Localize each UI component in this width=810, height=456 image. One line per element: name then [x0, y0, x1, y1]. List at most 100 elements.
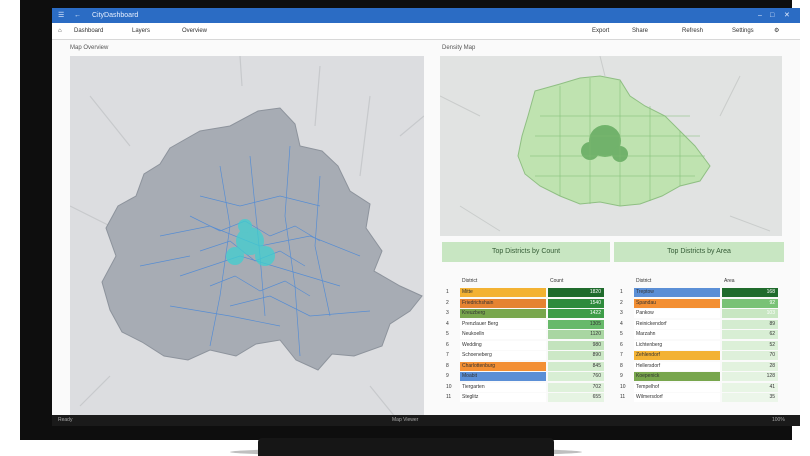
row-district-name: Mitte [460, 288, 546, 297]
export-button[interactable]: Export [592, 28, 610, 34]
row-district-name: Zehlendorf [634, 351, 720, 360]
row-value: 128 [722, 372, 778, 381]
row-value: 845 [548, 361, 604, 371]
row-district-name: Spandau [634, 298, 720, 308]
refresh-button[interactable]: Refresh [682, 28, 704, 34]
density-grid [530, 78, 705, 206]
density-map[interactable] [439, 55, 782, 236]
left-table-header: District Count [444, 274, 608, 288]
row-district-name: Treptow [634, 288, 720, 297]
monitor-frame: ☰ ← CityDashboard – □ ✕ ⌂ Dashboard Laye… [20, 0, 800, 440]
settings-button[interactable]: Settings [732, 28, 754, 34]
district-map-svg [69, 55, 425, 424]
right-col1-header: District [636, 278, 652, 284]
toolbar: ⌂ Dashboard Layers Overview Export Share… [52, 23, 800, 40]
left-table-row[interactable]: 9 Moabit 760 [444, 372, 608, 381]
row-value: 1422 [548, 309, 604, 318]
row-district-name: Kreuzberg [460, 309, 546, 318]
right-col2-header: Area [724, 278, 735, 284]
left-table-row[interactable]: 11 Steglitz 655 [444, 393, 608, 402]
row-district-name: Hellersdorf [634, 361, 720, 371]
right-table-row[interactable]: 3 Pankow 103 [618, 309, 784, 318]
tab-dashboard[interactable]: Dashboard [74, 28, 104, 34]
right-table: District Area 1 Treptow 168 2 Spandau 92 3 Pank… [618, 274, 784, 404]
left-table-row[interactable]: 4 Prenzlauer Berg 1305 [444, 319, 608, 329]
row-value: 1540 [548, 298, 604, 308]
tab-overview[interactable]: Overview [182, 28, 208, 34]
row-rank: 9 [620, 373, 623, 379]
row-district-name: Moabit [460, 372, 546, 381]
district-map[interactable] [69, 55, 425, 424]
row-rank: 6 [446, 341, 449, 348]
left-col2-header: Count [550, 278, 564, 284]
row-value: 702 [548, 382, 604, 392]
row-district-name: Wilmersdorf [634, 393, 720, 402]
right-table-row[interactable]: 8 Hellersdorf 28 [618, 361, 784, 371]
row-district-name: Lichtenberg [634, 340, 720, 350]
row-district-name: Koepenick [634, 372, 720, 381]
close-icon[interactable]: ✕ [784, 12, 790, 19]
row-district-name: Marzahn [634, 330, 720, 339]
row-value: 980 [548, 340, 604, 350]
title-bar: ☰ ← CityDashboard – □ ✕ [52, 8, 800, 23]
row-value: 62 [722, 330, 778, 339]
minimize-icon[interactable]: – [758, 12, 762, 19]
right-table-row[interactable]: 2 Spandau 92 [618, 298, 784, 308]
right-table-row[interactable]: 4 Reinickendorf 89 [618, 319, 784, 329]
right-banner: Top Districts by Area [614, 242, 784, 262]
left-table-row[interactable]: 8 Charlottenburg 845 [444, 361, 608, 371]
left-col1-header: District [462, 278, 478, 284]
status-left: Ready [58, 417, 73, 423]
row-value: 89 [722, 319, 778, 329]
row-value: 41 [722, 382, 778, 392]
row-rank: 10 [446, 383, 452, 390]
gear-icon[interactable]: ⚙ [774, 28, 780, 34]
home-icon[interactable]: ⌂ [58, 28, 62, 34]
left-banner: Top Districts by Count [442, 242, 610, 262]
right-table-row[interactable]: 9 Koepenick 128 [618, 372, 784, 381]
status-bar: Ready Map Viewer 100% [52, 415, 800, 426]
right-table-row[interactable]: 6 Lichtenberg 52 [618, 340, 784, 350]
row-value: 28 [722, 361, 778, 371]
screen: ☰ ← CityDashboard – □ ✕ ⌂ Dashboard Laye… [52, 8, 800, 426]
share-button[interactable]: Share [632, 28, 649, 34]
row-value: 103 [722, 309, 778, 318]
left-table-row[interactable]: 6 Wedding 980 [444, 340, 608, 350]
left-table-row[interactable]: 2 Friedrichshain 1540 [444, 298, 608, 308]
row-rank: 4 [446, 320, 449, 327]
row-rank: 5 [620, 331, 623, 337]
row-district-name: Schoeneberg [460, 351, 546, 360]
left-table-row[interactable]: 7 Schoeneberg 890 [444, 351, 608, 360]
row-district-name: Pankow [634, 309, 720, 318]
row-value: 35 [722, 393, 778, 402]
left-table-row[interactable]: 10 Tiergarten 702 [444, 382, 608, 392]
left-table-row[interactable]: 1 Mitte 1820 [444, 288, 608, 297]
status-right: 100% [772, 417, 785, 423]
right-table-row[interactable]: 10 Tempelhof 41 [618, 382, 784, 392]
row-district-name: Neukoelln [460, 330, 546, 339]
row-value: 760 [548, 372, 604, 381]
left-table-row[interactable]: 5 Neukoelln 1120 [444, 330, 608, 339]
row-rank: 8 [620, 362, 623, 369]
row-rank: 4 [620, 320, 623, 327]
row-district-name: Reinickendorf [634, 319, 720, 329]
row-rank: 2 [446, 299, 449, 306]
maximize-icon[interactable]: □ [770, 12, 775, 19]
right-table-row[interactable]: 11 Wilmersdorf 35 [618, 393, 784, 402]
left-table: District Count 1 Mitte 1820 2 Friedrichshain… [444, 274, 608, 404]
app-menu-icon[interactable]: ☰ [58, 12, 65, 19]
monitor-stand [258, 438, 554, 456]
right-table-row[interactable]: 5 Marzahn 62 [618, 330, 784, 339]
left-panel-label: Map Overview [70, 45, 109, 51]
row-value: 655 [548, 393, 604, 402]
right-table-row[interactable]: 1 Treptow 168 [618, 288, 784, 297]
row-district-name: Prenzlauer Berg [460, 319, 546, 329]
row-value: 168 [722, 288, 778, 297]
right-table-row[interactable]: 7 Zehlendorf 70 [618, 351, 784, 360]
row-district-name: Friedrichshain [460, 298, 546, 308]
hotspot-cluster [226, 219, 275, 266]
right-table-header: District Area [618, 274, 784, 288]
tab-layers[interactable]: Layers [132, 28, 151, 34]
left-table-row[interactable]: 3 Kreuzberg 1422 [444, 309, 608, 318]
back-icon[interactable]: ← [74, 12, 81, 19]
